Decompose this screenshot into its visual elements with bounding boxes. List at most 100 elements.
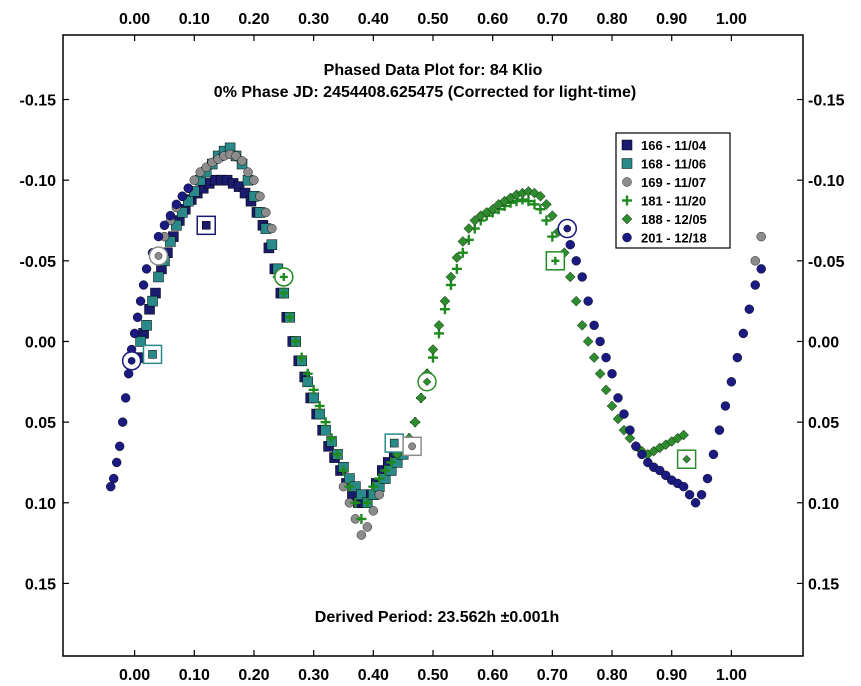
data-point-series-2 — [189, 175, 199, 185]
data-point-series-3 — [356, 513, 367, 524]
data-point-series-1 — [141, 320, 152, 331]
data-point-series-0 — [233, 181, 245, 192]
data-point-series-2 — [237, 156, 247, 166]
data-point-series-4 — [457, 236, 469, 247]
legend-label-2: 169 - 11/07 — [641, 175, 706, 190]
y-tick-label-left: 0.15 — [25, 576, 56, 593]
data-point-series-4 — [409, 416, 421, 428]
data-point-series-3 — [547, 231, 558, 242]
data-point-series-5 — [106, 481, 116, 492]
data-point-series-3 — [368, 481, 379, 492]
data-point-series-5 — [120, 393, 131, 403]
data-point-series-4 — [576, 320, 588, 331]
data-point-series-5 — [583, 296, 593, 306]
data-point-series-5 — [138, 280, 149, 290]
data-point-series-4 — [606, 400, 618, 412]
x-tick-label-bottom: 0.90 — [656, 667, 687, 684]
x-tick-label-bottom: 0.80 — [596, 667, 627, 684]
x-tick-label-top: 0.80 — [596, 11, 627, 28]
data-point-series-5 — [109, 473, 119, 484]
data-point-series-5 — [678, 481, 689, 492]
data-point-series-2 — [368, 506, 379, 516]
legend-marker-0 — [621, 139, 633, 151]
y-tick-labels-right: -0.15 -0.10 -0.05 0.00 0.05 0.10 0.15 — [797, 93, 845, 593]
data-point-series-5 — [690, 498, 701, 508]
chart-subtitle: 0% Phase JD: 2454408.625475 (Corrected f… — [214, 84, 636, 101]
x-tick-label-bottom: 0.60 — [477, 667, 508, 684]
data-point-series-1 — [183, 195, 194, 207]
data-point-series-2 — [374, 490, 384, 500]
y-tick-label-left: -0.10 — [20, 173, 57, 190]
data-point-series-3 — [523, 196, 534, 207]
chart-title: Phased Data Plot for: 84 Klio — [324, 62, 543, 79]
legend-label-1: 168 - 11/06 — [641, 157, 706, 172]
data-point-series-5 — [637, 449, 647, 460]
data-point-series-4 — [624, 432, 636, 444]
data-point-series-4 — [439, 295, 451, 307]
legend-box — [615, 132, 731, 249]
x-tick-label-top: 0.00 — [119, 11, 150, 28]
legend-label-0: 166 - 11/04 — [641, 138, 707, 153]
highlighted-point — [154, 252, 163, 260]
x-tick-labels-top: 0.00 0.10 0.20 0.30 0.40 0.50 0.60 0.70 0.80 0.90… — [119, 11, 747, 41]
data-point-series-4 — [451, 252, 463, 263]
data-point-series-2 — [356, 530, 367, 540]
x-tick-label-top: 0.90 — [656, 11, 687, 28]
y-tick-label-right: -0.05 — [808, 254, 845, 271]
highlighted-point — [682, 454, 691, 464]
data-point-series-1 — [153, 271, 164, 283]
data-point-series-5 — [165, 210, 176, 221]
data-point-series-4 — [582, 336, 594, 347]
data-point-series-3 — [326, 433, 337, 444]
data-point-series-5 — [720, 401, 731, 411]
data-point-series-3 — [380, 465, 391, 476]
data-point-series-4 — [463, 223, 475, 234]
data-point-series-3 — [362, 497, 373, 508]
data-point-series-3 — [308, 384, 319, 395]
data-point-series-5 — [595, 336, 605, 347]
x-tick-label-bottom: 0.20 — [238, 667, 269, 684]
data-point-series-3 — [296, 352, 307, 363]
legend-label-5: 201 - 12/18 — [641, 231, 707, 246]
legend-marker-4 — [621, 213, 633, 225]
y-tick-label-left: 0.05 — [25, 415, 56, 432]
data-point-series-5 — [177, 191, 188, 201]
data-point-series-3 — [278, 288, 289, 299]
data-point-series-3 — [535, 204, 546, 215]
data-point-series-2 — [243, 167, 253, 177]
x-tick-label-top: 0.70 — [537, 11, 568, 28]
data-point-series-5 — [744, 304, 754, 314]
x-tick-label-top: 0.40 — [358, 11, 389, 28]
data-point-series-2 — [261, 207, 271, 218]
data-point-series-4 — [487, 203, 498, 215]
legend: 166 - 11/04 168 - 11/06 169 - 11/07 181 - 1… — [615, 132, 731, 249]
data-point-series-3 — [290, 336, 301, 347]
data-point-series-5 — [619, 409, 629, 419]
data-point-series-3 — [320, 417, 331, 428]
data-point-series-4 — [427, 344, 439, 355]
highlighted-point — [279, 272, 288, 281]
y-tick-label-right: -0.10 — [808, 173, 845, 190]
y-tick-label-right: 0.05 — [808, 415, 839, 432]
x-tick-label-bottom: 0.40 — [358, 667, 389, 684]
data-point-series-5 — [702, 473, 713, 484]
y-tick-label-right: -0.15 — [808, 93, 845, 110]
data-point-series-2 — [756, 231, 766, 242]
derived-period-annotation: Derived Period: 23.562h ±0.001h — [315, 609, 559, 626]
data-point-series-3 — [386, 457, 397, 468]
data-point-series-1 — [147, 295, 158, 307]
y-tick-label-left: 0.10 — [25, 496, 56, 513]
data-point-series-3 — [344, 481, 355, 492]
highlighted-point — [422, 377, 432, 387]
data-point-series-4 — [541, 199, 552, 210]
highlighted-point — [408, 442, 416, 451]
data-point-series-4 — [469, 215, 481, 226]
data-point-series-5 — [159, 220, 170, 231]
data-point-series-5 — [613, 393, 623, 403]
data-points — [106, 142, 766, 540]
data-point-series-2 — [249, 175, 259, 185]
data-point-series-5 — [183, 183, 194, 193]
data-point-series-5 — [153, 231, 164, 242]
data-point-series-3 — [332, 449, 343, 460]
